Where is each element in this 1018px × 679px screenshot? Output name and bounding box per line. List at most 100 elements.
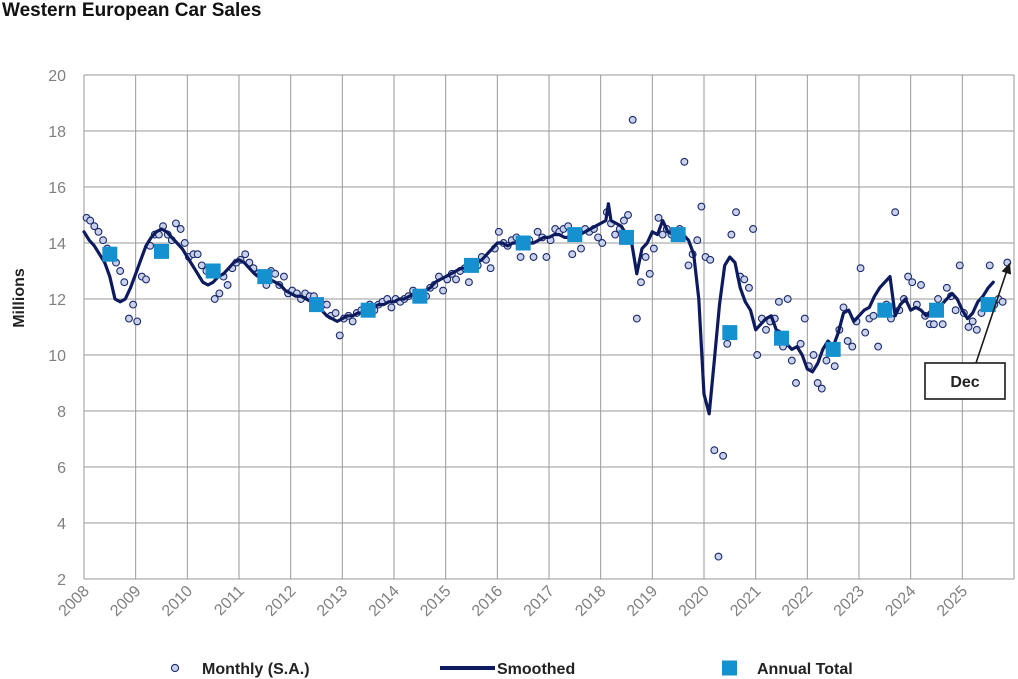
annual-marker — [102, 246, 118, 262]
monthly-point — [706, 255, 715, 264]
monthly-point — [684, 261, 693, 270]
monthly-point — [891, 208, 900, 217]
smoothed-line — [82, 202, 995, 416]
monthly-point — [710, 446, 719, 455]
monthly-point — [210, 295, 219, 303]
y-tick-label: 18 — [48, 124, 66, 141]
monthly-point — [628, 115, 637, 124]
annual-marker — [515, 235, 531, 251]
y-tick-label: 2 — [57, 572, 66, 589]
monthly-point — [744, 283, 753, 292]
monthly-point — [645, 269, 654, 278]
monthly-point — [90, 222, 99, 231]
annual-marker — [670, 227, 686, 243]
x-tick-label: 2011 — [211, 583, 247, 619]
monthly-point — [116, 267, 125, 275]
monthly-point — [955, 261, 964, 270]
monthly-point — [964, 323, 973, 331]
monthly-point — [322, 300, 331, 309]
monthly-point — [848, 342, 857, 351]
x-axis-ticks: 2008 2009 2010 2011 2012 2013 2014 2015 2016 2017… — [56, 583, 972, 620]
annotation-box — [924, 362, 1006, 400]
monthly-point — [172, 219, 180, 228]
monthly-point — [972, 325, 981, 334]
y-tick-label: 8 — [57, 404, 66, 421]
monthly-point — [611, 230, 620, 239]
monthly-point — [624, 211, 632, 219]
monthly-point — [568, 250, 577, 259]
monthly-point — [464, 278, 473, 287]
monthly-point — [830, 362, 839, 371]
monthly-point — [968, 317, 977, 326]
annual-marker — [877, 302, 893, 318]
y-tick-label: 16 — [48, 180, 66, 197]
monthly-point — [619, 216, 628, 225]
monthly-point — [817, 384, 826, 393]
smoothed-series — [82, 202, 995, 416]
monthly-point — [142, 275, 150, 284]
monthly-point — [861, 328, 870, 337]
x-tick-label: 2020 — [676, 583, 713, 620]
monthly-point — [331, 309, 340, 317]
monthly-point — [577, 244, 585, 253]
y-tick-label: 6 — [57, 460, 66, 477]
monthly-point — [594, 233, 603, 242]
monthly-point — [241, 250, 250, 259]
monthly-point — [654, 213, 663, 222]
monthly-point — [929, 320, 938, 329]
monthly-point — [193, 250, 202, 259]
y-tick-label: 10 — [48, 348, 66, 365]
monthly-point — [727, 230, 736, 239]
annual-marker — [412, 288, 428, 304]
monthly-point — [934, 295, 942, 303]
x-tick-label: 2017 — [521, 583, 558, 620]
annual-total-series — [102, 227, 996, 357]
monthly-point — [800, 314, 809, 323]
monthly-point — [843, 337, 852, 345]
y-tick-label: 4 — [57, 516, 66, 533]
monthly-point — [486, 264, 495, 273]
annual-marker — [825, 341, 841, 357]
monthly-point — [732, 208, 740, 217]
monthly-point — [813, 379, 822, 387]
dec-annotation: Dec — [924, 262, 1012, 400]
monthly-point — [908, 278, 917, 287]
monthly-point — [120, 278, 129, 287]
legend-monthly-marker — [170, 663, 180, 673]
monthly-point — [874, 342, 883, 351]
monthly-point — [693, 236, 702, 245]
monthly-point — [649, 244, 658, 253]
monthly-point — [223, 281, 232, 289]
monthly-point — [387, 303, 396, 312]
annual-marker — [309, 297, 324, 313]
monthly-point — [714, 552, 723, 561]
annual-marker — [567, 227, 583, 243]
monthly-point — [542, 253, 551, 261]
monthly-point — [796, 339, 805, 348]
annotation-arrowhead — [1001, 262, 1012, 275]
monthly-point — [938, 320, 947, 329]
x-tick-label: 2013 — [314, 583, 351, 620]
monthly-point — [439, 286, 448, 295]
x-tick-label: 2010 — [159, 583, 196, 620]
legend: Monthly (S.A.) Smoothed Annual Total — [170, 660, 853, 678]
monthly-point — [533, 227, 542, 236]
monthly-point — [792, 379, 800, 387]
x-tick-label: 2019 — [624, 583, 661, 620]
legend-annual-label: Annual Total — [757, 661, 853, 678]
monthly-point — [839, 303, 848, 312]
monthly-point — [680, 157, 689, 166]
annual-marker — [619, 229, 634, 245]
monthly-series — [82, 115, 1012, 561]
monthly-point — [822, 356, 831, 365]
monthly-point — [215, 289, 224, 298]
monthly-point — [697, 202, 706, 211]
monthly-point — [774, 297, 783, 306]
monthly-point — [641, 253, 650, 261]
gridlines — [83, 74, 1015, 580]
monthly-point — [133, 317, 142, 326]
monthly-point — [904, 272, 913, 281]
monthly-point — [856, 264, 865, 273]
annual-marker — [980, 297, 996, 313]
